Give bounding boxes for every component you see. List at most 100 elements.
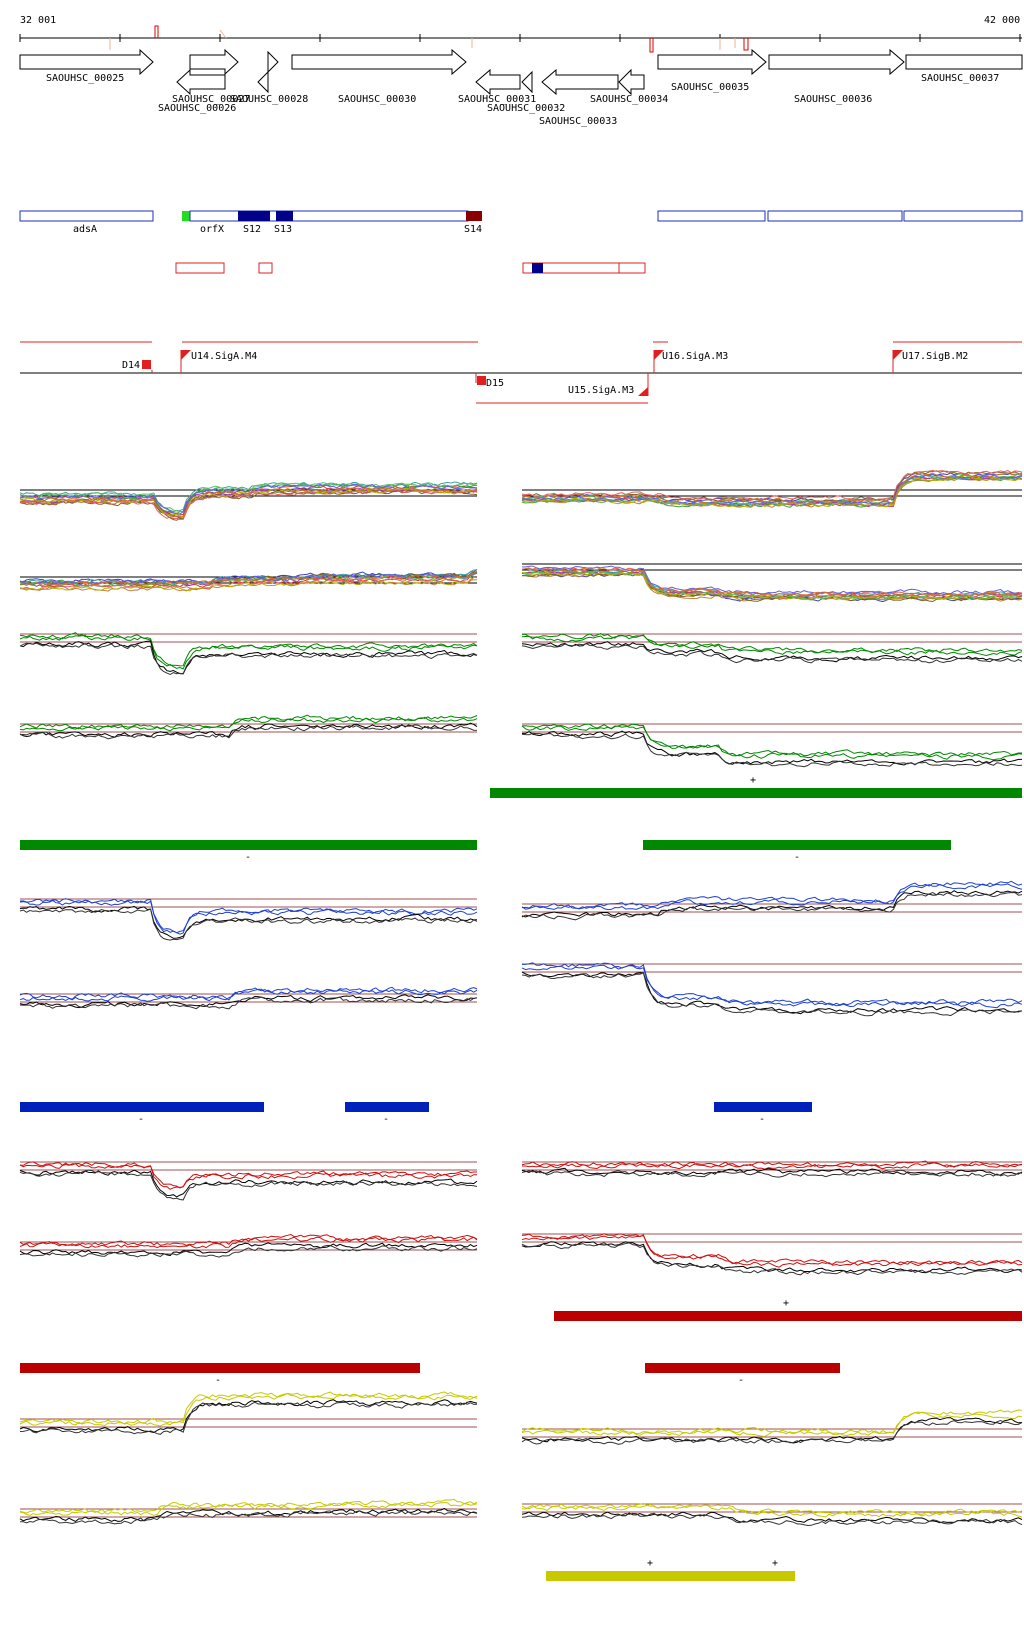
segment-bar-red[interactable] [645, 1363, 840, 1373]
signal-trace [521, 890, 1023, 918]
signal-trace [521, 964, 1023, 1009]
signal-trace [521, 1242, 1023, 1276]
feature-S12-box[interactable] [238, 211, 270, 221]
gene-label: SAOUHSC_00028 [230, 94, 308, 105]
promoter-D15-mark[interactable] [477, 376, 486, 385]
promoter-D14-mark[interactable] [142, 360, 151, 369]
promoter-U15-flag[interactable] [638, 387, 648, 396]
promoter-label: U14.SigA.M4 [191, 351, 257, 362]
promoter-U17-flag[interactable] [893, 350, 903, 360]
feature-S14-box[interactable] [466, 211, 482, 221]
signal-trace [19, 994, 478, 1009]
signal-trace [19, 996, 478, 1010]
feature-orfX-box[interactable] [189, 210, 469, 222]
signal-trace [19, 642, 478, 676]
signal-trace [19, 487, 478, 519]
feature-00037-box[interactable] [903, 210, 1023, 222]
signal-trace [19, 1393, 478, 1427]
gene-label: SAOUHSC_00027 [172, 94, 250, 105]
segment-bar-blue[interactable] [345, 1102, 429, 1112]
promoter-U14-flag[interactable] [181, 350, 191, 360]
segment-bar-green[interactable] [490, 788, 1022, 798]
strand-marks: + - - - - - + - - + + [138, 775, 800, 1569]
signal-trace [19, 482, 478, 513]
feature-adsA-box[interactable] [19, 210, 154, 222]
segment-bar-green[interactable] [20, 840, 477, 850]
signal-trace [19, 1401, 478, 1435]
signal-trace [521, 643, 1023, 664]
promoter-track: D14 U14.SigA.M4 D15 U15.SigA.M3 U16.SigA… [20, 341, 1022, 404]
gene-arrow-00026[interactable] [189, 48, 239, 76]
gene-arrow-00033[interactable] [541, 68, 619, 96]
minus-mark: - [215, 1375, 221, 1386]
gene-arrow-00037[interactable] [905, 54, 1023, 70]
signal-trace [521, 1167, 1023, 1176]
signal-trace [522, 730, 1022, 766]
signal-trace [521, 470, 1023, 503]
feature-label: adsA [73, 224, 97, 235]
signal-trace [521, 972, 1023, 1017]
gene-arrow-00036[interactable] [768, 48, 905, 76]
gene-label: SAOUHSC_00025 [46, 73, 124, 84]
signal-trace [521, 732, 1023, 768]
feature-track: adsA orfX S12 S13 S14 [19, 210, 1023, 235]
signal-trace [19, 572, 478, 585]
feature-00035-box[interactable] [657, 210, 766, 222]
signal-trace [521, 723, 1022, 757]
signal-trace [19, 640, 478, 675]
gene-arrow-00028b[interactable] [257, 70, 269, 94]
srna-box[interactable] [618, 262, 646, 274]
gene-arrow-00031[interactable] [475, 68, 521, 96]
coord-start-label: 32 001 [20, 15, 56, 26]
plus-mark: + [772, 1558, 778, 1569]
signal-trace [19, 632, 478, 667]
gene-arrow-00030[interactable] [291, 48, 467, 76]
signal-trace [19, 489, 478, 520]
signal-trace [522, 962, 1023, 1006]
signal-trace [521, 571, 1023, 601]
gene-arrow-00027[interactable] [176, 68, 226, 96]
signal-trace [521, 474, 1023, 508]
segment-bar-green[interactable] [643, 840, 951, 850]
srna-box[interactable] [258, 262, 273, 274]
signal-trace [521, 1512, 1023, 1527]
gene-arrow-00034[interactable] [618, 68, 645, 96]
segment-bar-blue[interactable] [714, 1102, 812, 1112]
signal-trace [521, 1419, 1023, 1445]
signal-trace [19, 634, 478, 670]
signal-trace [521, 1504, 1023, 1518]
segment-bar-yellow[interactable] [546, 1571, 795, 1581]
feature-S13-box[interactable] [276, 211, 293, 221]
segment-bar-blue[interactable] [20, 1102, 264, 1112]
segment-bar-red[interactable] [554, 1311, 1022, 1321]
ruler-marks [154, 25, 749, 53]
signal-trace [19, 487, 478, 518]
signal-trace [19, 1498, 478, 1514]
signal-trace [521, 883, 1023, 911]
signal-trace [19, 1163, 477, 1190]
segment-bar-red[interactable] [20, 1363, 420, 1373]
signal-trace [521, 641, 1023, 663]
gene-label: SAOUHSC_00037 [921, 73, 999, 84]
signal-trace [19, 1244, 478, 1258]
promoter-label: D15 [486, 378, 504, 389]
feature-label: orfX [200, 224, 224, 235]
gene-arrow-00025[interactable] [19, 48, 154, 76]
signal-trace [19, 722, 478, 738]
signal-trace [19, 1391, 478, 1425]
signal-trace [521, 891, 1023, 921]
gene-labels: SAOUHSC_00025 SAOUHSC_00026 SAOUHSC_0002… [46, 73, 999, 127]
gene-arrow-00028a[interactable] [267, 50, 279, 74]
gene-arrow-00035[interactable] [657, 48, 767, 76]
signal-trace [19, 1242, 478, 1257]
promoter-U16-flag[interactable] [654, 350, 664, 360]
feature-orfX-start[interactable] [182, 211, 190, 221]
srna-box[interactable] [175, 262, 225, 274]
minus-mark: - [759, 1114, 765, 1125]
srna-core [532, 263, 543, 273]
signal-trace [521, 971, 1023, 1015]
gene-arrow-00032[interactable] [521, 70, 533, 94]
minus-mark: - [245, 852, 251, 863]
feature-00036-box[interactable] [767, 210, 903, 222]
